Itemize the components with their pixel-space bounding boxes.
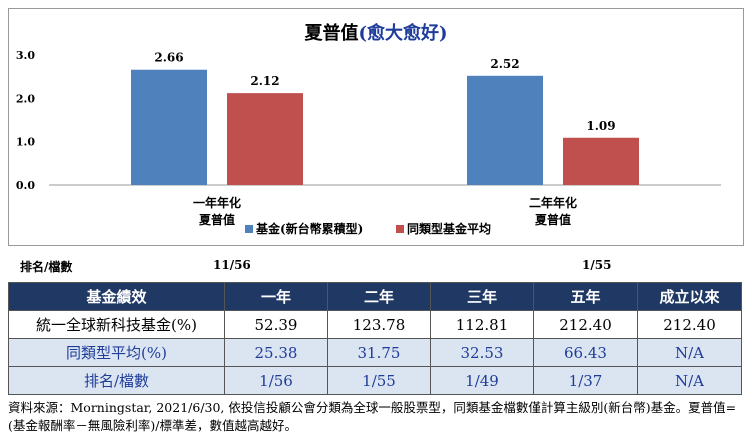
- y-tick-label: 2.0: [16, 92, 35, 105]
- header-1y: 一年: [224, 282, 328, 311]
- table-cell: 66.43: [533, 338, 638, 367]
- bar: [467, 75, 543, 185]
- table-row: 同類型平均(%) 25.38 31.75 32.53 66.43 N/A: [8, 338, 742, 367]
- rank-value-2y: 1/55: [582, 258, 612, 272]
- bar: [563, 137, 639, 185]
- legend-swatch: [396, 225, 404, 233]
- table-cell: N/A: [637, 338, 742, 367]
- footnote: 資料來源：Morningstar, 2021/6/30, 依投信投顧公會分類為全…: [8, 400, 737, 433]
- row-label: 統一全球新科技基金(%): [8, 310, 225, 339]
- table-cell: 112.81: [430, 310, 534, 339]
- table-cell: 1/56: [224, 366, 328, 395]
- x-category-label: 二年年化: [529, 195, 577, 210]
- header-5y: 五年: [533, 282, 638, 311]
- table-cell: 123.78: [327, 310, 431, 339]
- header-fund-performance: 基金績效: [8, 282, 225, 311]
- table-cell: 212.40: [533, 310, 638, 339]
- bar: [227, 93, 303, 185]
- rank-value-1y: 11/56: [213, 258, 251, 272]
- bar-data-label: 2.52: [490, 57, 519, 71]
- bar-data-label: 2.12: [250, 74, 279, 88]
- header-since-inception: 成立以來: [637, 282, 742, 311]
- header-2y: 二年: [327, 282, 431, 311]
- table-cell: 32.53: [430, 338, 534, 367]
- y-tick-label: 3.0: [16, 49, 35, 62]
- x-category-label: 夏普值: [535, 212, 571, 227]
- y-tick-label: 1.0: [16, 136, 35, 149]
- table-cell: 31.75: [327, 338, 431, 367]
- bar-data-label: 1.09: [586, 119, 615, 133]
- legend-label: 基金(新台幣累積型): [255, 221, 363, 236]
- table-cell: N/A: [637, 366, 742, 395]
- table-cell: 212.40: [637, 310, 742, 339]
- performance-table: 基金績效 一年 二年 三年 五年 成立以來 統一全球新科技基金(%) 52.39…: [8, 282, 742, 395]
- table-row: 統一全球新科技基金(%) 52.39 123.78 112.81 212.40 …: [8, 310, 742, 339]
- table-cell: 1/55: [327, 366, 431, 395]
- x-category-label: 一年年化: [193, 195, 241, 210]
- table-cell: 1/37: [533, 366, 638, 395]
- table-row: 排名/檔數 1/56 1/55 1/49 1/37 N/A: [8, 366, 742, 395]
- sharpe-bar-chart: 夏普值(愈大愈好) 0.01.02.03.0 2.662.12一年年化夏普值2.…: [16, 22, 721, 236]
- chart-panel: 夏普值(愈大愈好) 0.0 1.0 2.0 3.0 2.66 2.12 一年年化 夏普值 2.…: [8, 8, 744, 246]
- legend-label: 同類型基金平均: [407, 221, 491, 236]
- header-3y: 三年: [430, 282, 534, 311]
- row-label: 排名/檔數: [8, 366, 225, 395]
- table-cell: 52.39: [224, 310, 328, 339]
- row-label: 同類型平均(%): [8, 338, 225, 367]
- rank-label: 排名/檔數: [20, 260, 73, 274]
- chart-title-main: 夏普值: [304, 22, 358, 44]
- y-tick-label: 0.0: [16, 179, 35, 192]
- table-cell: 1/49: [430, 366, 534, 395]
- bar-data-label: 2.66: [154, 51, 183, 65]
- chart-title: 夏普值(愈大愈好): [304, 22, 447, 44]
- bar: [131, 69, 207, 185]
- chart-title-note: (愈大愈好): [358, 22, 447, 44]
- x-category-label: 夏普值: [199, 212, 235, 227]
- table-cell: 25.38: [224, 338, 328, 367]
- legend-swatch: [245, 225, 253, 233]
- table-header-row: 基金績效 一年 二年 三年 五年 成立以來: [8, 282, 742, 311]
